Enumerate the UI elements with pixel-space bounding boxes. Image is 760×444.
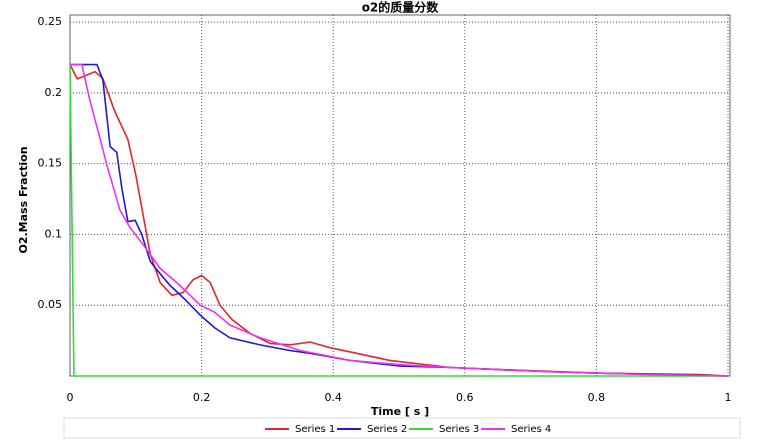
legend-label: Series 3 xyxy=(439,424,479,435)
legend-label: Series 1 xyxy=(295,424,335,435)
y-axis-label: O2.Mass Fraction xyxy=(17,146,30,253)
series-line xyxy=(69,64,729,377)
x-tick-label: 0.6 xyxy=(456,391,474,404)
y-tick-label: 0.2 xyxy=(45,86,63,99)
x-tick-label: 0.2 xyxy=(193,391,211,404)
x-tick-label: 0 xyxy=(67,391,74,404)
chart-title: o2的质量分数 xyxy=(362,0,440,15)
x-tick-label: 1 xyxy=(725,391,732,404)
plot-area xyxy=(69,14,731,377)
y-tick-label: 0.15 xyxy=(38,157,63,170)
x-axis-label: Time [ s ] xyxy=(371,405,429,418)
x-tick-label: 0.4 xyxy=(324,391,342,404)
x-tick-label: 0.8 xyxy=(588,391,606,404)
legend-label: Series 2 xyxy=(367,424,407,435)
series-line xyxy=(70,63,729,377)
y-tick-label: 0.05 xyxy=(38,298,63,311)
legend-label: Series 4 xyxy=(511,424,551,435)
y-tick-label: 0.1 xyxy=(45,227,63,240)
y-tick-label: 0.25 xyxy=(38,15,63,28)
series-line xyxy=(70,63,729,377)
series-line xyxy=(69,64,728,377)
legend-box xyxy=(63,417,741,439)
